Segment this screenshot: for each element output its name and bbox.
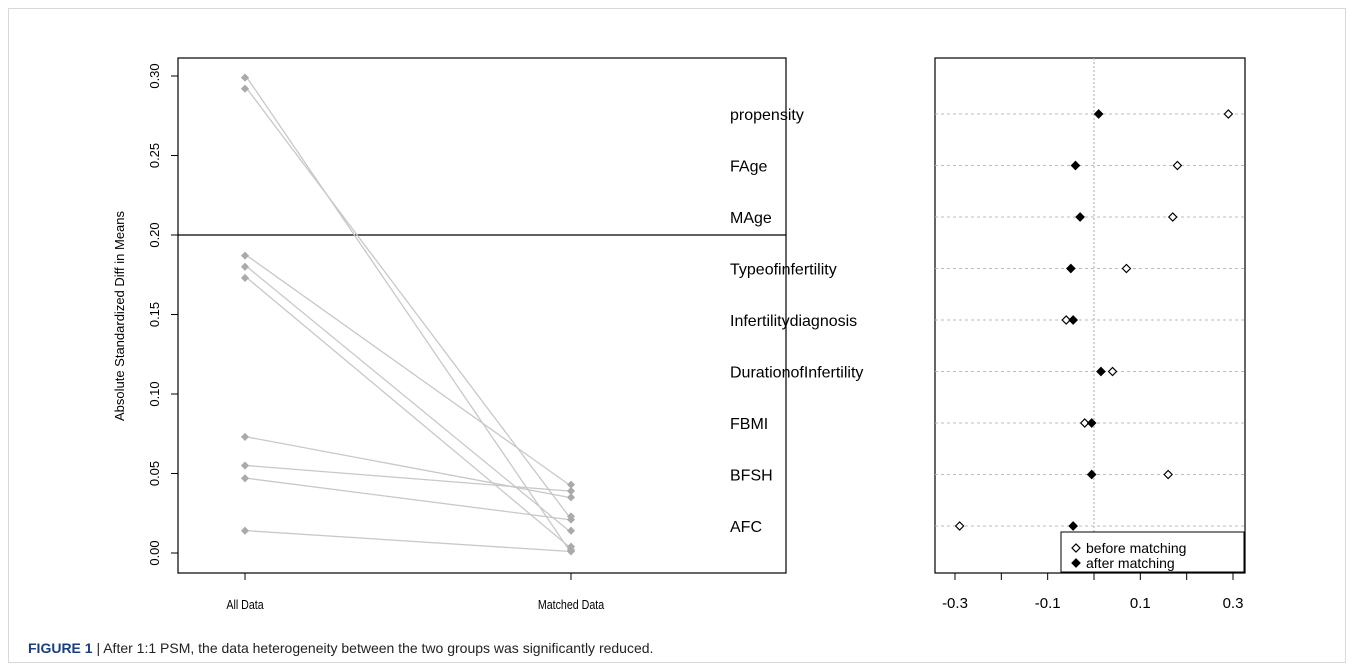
series-line	[246, 266, 570, 532]
right-x-tick-label: 0.1	[1130, 595, 1151, 612]
category-label: FAge	[730, 159, 767, 176]
legend-box	[1060, 531, 1245, 573]
after-matching-point	[1093, 109, 1104, 119]
before-matching-point	[954, 521, 965, 531]
series-point	[566, 526, 576, 535]
series-line	[246, 277, 570, 548]
left-y-tick-label: 0.00	[147, 540, 162, 565]
series-point	[240, 461, 250, 470]
after-matching-point	[1086, 418, 1097, 428]
after-matching-point	[1070, 160, 1081, 171]
series-point	[240, 474, 250, 483]
left-series-points	[240, 73, 576, 556]
series-point	[240, 73, 250, 82]
series-point	[240, 262, 250, 271]
series-point	[566, 547, 576, 556]
category-label: propensity	[730, 107, 804, 124]
left-plot-frame	[177, 57, 787, 574]
legend-after-marker	[1071, 558, 1081, 568]
left-x-tick-label: All Data	[226, 597, 264, 612]
before-matching-point	[1172, 160, 1183, 171]
figure-caption: FIGURE 1 | After 1:1 PSM, the data heter…	[28, 640, 1328, 656]
left-series-lines	[246, 77, 570, 553]
left-x-axis: All Data Matched Data	[226, 573, 604, 612]
after-matching-point	[1068, 521, 1078, 531]
before-matching-point	[1121, 263, 1132, 274]
series-line	[246, 77, 570, 551]
legend-after-label: after matching	[1086, 555, 1175, 571]
category-label: Typeofinfertility	[730, 262, 837, 279]
category-label: MAge	[730, 210, 772, 227]
left-y-tick-label: 0.30	[147, 63, 162, 88]
after-matching-point	[1065, 263, 1076, 274]
category-label: DurationofInfertility	[730, 365, 863, 382]
before-matching-point	[1163, 469, 1173, 480]
series-line	[246, 464, 570, 492]
right-x-tick-label: -0.1	[1035, 595, 1061, 612]
category-label: AFC	[730, 519, 762, 536]
legend-before-label: before matching	[1086, 540, 1186, 556]
legend: before matching after matching	[1060, 531, 1245, 573]
figure-svg: 0.00 0.05 0.10 0.15 0.20 0.25 0.30 All Data Mat…	[112, 57, 1246, 612]
series-line	[246, 436, 570, 498]
left-y-axis: 0.00 0.05 0.10 0.15 0.20 0.25 0.30	[147, 63, 178, 566]
right-plot-frame	[934, 57, 1246, 574]
right-x-tick-label: 0.3	[1223, 595, 1244, 612]
right-grid	[935, 58, 1245, 573]
series-point	[566, 486, 576, 496]
right-series-points	[954, 109, 1234, 531]
series-line	[246, 255, 570, 486]
series-point	[240, 251, 250, 260]
series-point	[240, 273, 250, 282]
before-matching-point	[1107, 366, 1118, 377]
left-chart: 0.00 0.05 0.10 0.15 0.20 0.25 0.30 All Data Mat…	[112, 57, 787, 612]
right-x-axis: -0.3 -0.1 0.1 0.3	[942, 573, 1243, 612]
series-line	[246, 530, 570, 553]
after-matching-point	[1096, 366, 1106, 377]
series-point	[240, 526, 250, 535]
left-y-axis-label: Absolute Standardized Diff in Means	[112, 210, 127, 421]
right-x-tick-label: -0.3	[942, 595, 968, 612]
series-line	[246, 88, 570, 517]
left-y-tick-label: 0.25	[147, 143, 162, 168]
caption-label: FIGURE 1	[28, 640, 93, 656]
series-point	[566, 480, 576, 489]
series-point	[566, 493, 576, 502]
category-label: Infertilitydiagnosis	[730, 313, 857, 330]
right-chart: propensity FAge MAge Typeofinfertility Infer…	[730, 57, 1246, 612]
series-point	[566, 515, 576, 524]
category-label: FBMI	[730, 416, 768, 433]
caption-text: | After 1:1 PSM, the data heterogeneity …	[92, 640, 654, 656]
left-y-tick-label: 0.05	[147, 461, 162, 486]
after-matching-point	[1068, 315, 1078, 325]
series-point	[240, 432, 250, 441]
left-y-tick-label: 0.10	[147, 381, 162, 406]
left-y-tick-label: 0.15	[147, 302, 162, 327]
left-x-tick-label: Matched Data	[538, 597, 605, 612]
before-matching-point	[1223, 109, 1234, 119]
category-label: BFSH	[730, 468, 773, 485]
right-category-labels: propensity FAge MAge Typeofinfertility Infer…	[730, 107, 863, 536]
after-matching-point	[1075, 212, 1085, 222]
series-line	[246, 477, 570, 521]
series-point	[240, 84, 250, 93]
left-y-tick-label: 0.20	[147, 222, 162, 247]
legend-before-marker	[1071, 543, 1081, 553]
after-matching-point	[1086, 469, 1097, 480]
before-matching-point	[1167, 212, 1178, 222]
